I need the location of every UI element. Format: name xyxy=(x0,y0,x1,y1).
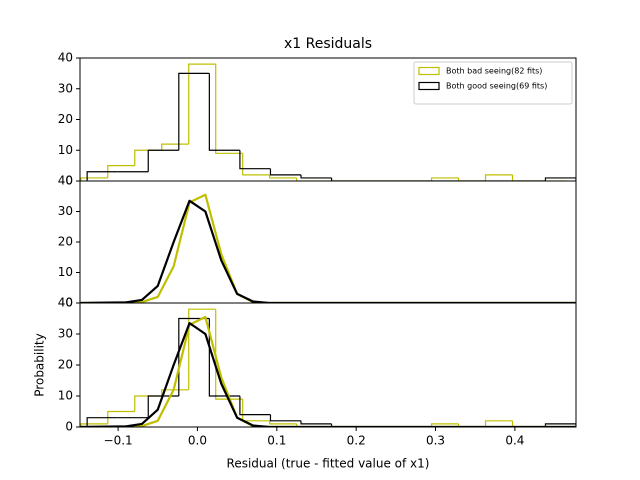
y-tick-label: 20 xyxy=(58,235,73,249)
histogram-step xyxy=(269,414,302,422)
y-axis-label: Probability xyxy=(33,333,47,396)
legend-label: Both bad seeing(82 fits) xyxy=(446,67,542,76)
y-tick-label: 30 xyxy=(58,327,73,341)
histogram-step xyxy=(330,177,363,181)
histogram-step xyxy=(296,177,324,181)
y-tick-label: 0 xyxy=(65,174,73,188)
histogram-step xyxy=(457,423,486,427)
histogram-step xyxy=(107,165,135,178)
y-tick-label: 20 xyxy=(58,112,73,126)
chart-title: x1 Residuals xyxy=(284,36,372,52)
y-tick-label: 10 xyxy=(58,143,73,157)
histogram-step xyxy=(188,63,216,145)
y-tick-label: 20 xyxy=(58,358,73,372)
histogram-step xyxy=(544,177,576,181)
histogram-step xyxy=(188,308,216,390)
x-tick-label: 0.4 xyxy=(505,434,524,448)
y-tick-label: 10 xyxy=(58,389,73,403)
line xyxy=(80,322,576,427)
x-tick-label: 0.0 xyxy=(188,434,207,448)
y-tick-label: 40 xyxy=(58,51,73,65)
legend-swatch xyxy=(418,81,440,91)
histogram-step xyxy=(269,420,297,425)
histogram-step xyxy=(457,177,486,181)
legend-label: Both good seeing(69 fits) xyxy=(446,82,547,91)
plot-area xyxy=(80,308,576,427)
x-tick-label: 0.3 xyxy=(426,434,445,448)
histogram-step xyxy=(215,64,243,154)
histogram-step xyxy=(484,420,513,427)
histogram-step xyxy=(330,423,363,427)
legend-swatch xyxy=(418,66,440,76)
histogram-step xyxy=(86,417,118,427)
x-tick-label: 0.1 xyxy=(267,434,286,448)
y-tick-label: 0 xyxy=(65,296,73,310)
y-tick-label: 30 xyxy=(58,204,73,218)
histogram-step xyxy=(161,389,189,396)
histogram-step xyxy=(269,168,302,176)
histogram-step xyxy=(215,309,243,400)
histogram-step xyxy=(511,420,540,427)
line xyxy=(80,199,576,303)
x-tick-label: −0.1 xyxy=(104,434,133,448)
histogram-step xyxy=(511,174,540,181)
y-tick-label: 0 xyxy=(65,420,73,434)
histogram-step xyxy=(300,174,332,179)
histogram-step xyxy=(161,143,189,151)
histogram-step xyxy=(300,420,332,425)
histogram-step xyxy=(178,72,210,151)
x-axis-label: Residual (true - fitted value of x1) xyxy=(227,457,430,471)
histogram-step xyxy=(269,174,297,179)
histogram-step xyxy=(484,174,513,181)
plot-area xyxy=(80,63,576,181)
histogram-step xyxy=(147,395,179,418)
histogram-step xyxy=(242,153,270,176)
legend-box xyxy=(413,61,573,105)
histogram-step xyxy=(239,396,271,416)
y-tick-label: 40 xyxy=(58,296,73,310)
histogram-step xyxy=(107,410,135,424)
histogram-step xyxy=(430,177,459,181)
histogram-step xyxy=(544,423,576,427)
y-tick-label: 30 xyxy=(58,81,73,95)
histogram-step xyxy=(208,73,240,151)
histogram-step xyxy=(239,150,271,170)
y-tick-label: 40 xyxy=(58,174,73,188)
y-tick-label: 10 xyxy=(58,265,73,279)
x-tick-label: 0.2 xyxy=(347,434,366,448)
histogram-step xyxy=(86,171,118,181)
histogram-step xyxy=(147,149,179,172)
histogram-step xyxy=(80,177,108,181)
histogram-step xyxy=(296,423,324,427)
plot-area xyxy=(80,193,576,303)
